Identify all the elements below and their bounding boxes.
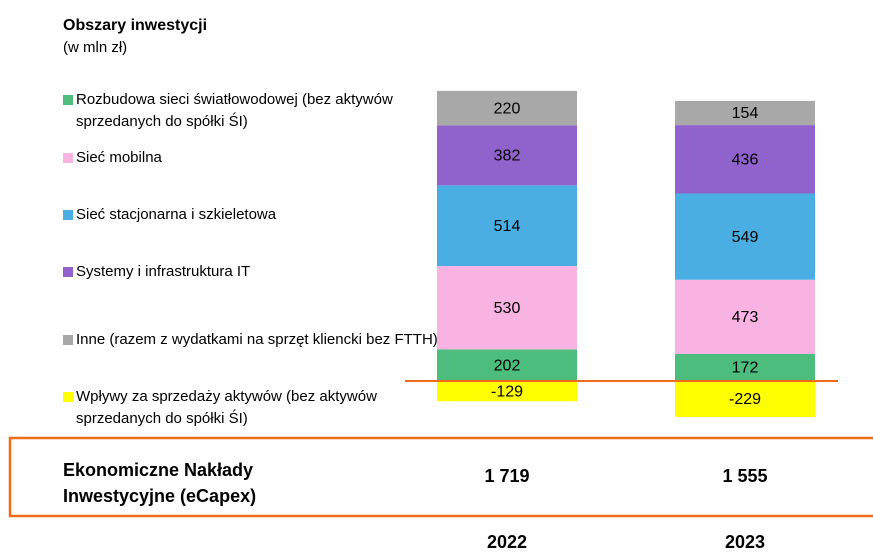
- bar-segment: [675, 125, 815, 194]
- totals-box: [8, 436, 873, 518]
- bar-segment: [675, 193, 815, 280]
- bar-segment: [675, 381, 815, 417]
- chart-subtitle: (w mln zł): [63, 39, 128, 56]
- data-label: 530: [494, 300, 521, 317]
- bar-segment: [437, 266, 577, 350]
- legend-swatch: [63, 153, 73, 163]
- total-value: 1 719: [484, 466, 529, 486]
- legend-label: Wpływy za sprzedaży aktywów (bez aktywów…: [76, 388, 377, 427]
- legend-swatch: [63, 210, 73, 220]
- legend-swatch: [63, 95, 73, 105]
- data-label: -229: [729, 391, 761, 408]
- legend-label: Sieć mobilna: [76, 149, 162, 166]
- data-label: 549: [732, 229, 759, 246]
- bar-segment: [437, 125, 577, 186]
- x-tick-label: 2022: [487, 532, 527, 552]
- legend-label: Systemy i infrastruktura IT: [76, 263, 251, 280]
- data-label: 154: [732, 105, 759, 122]
- data-label: 514: [494, 218, 521, 235]
- data-label: 202: [494, 357, 521, 374]
- legend-swatch: [63, 267, 73, 277]
- totals-label: Ekonomiczne Nakłady Inwestycyjne (eCapex…: [63, 460, 257, 506]
- data-label: 172: [732, 360, 759, 377]
- bar-segment: [675, 353, 815, 381]
- bar-segment: [675, 100, 815, 126]
- legend-label: Inne (razem z wydatkami na sprzęt klienc…: [76, 331, 438, 348]
- legend-label: Rozbudowa sieci światłowodowej (bez akty…: [76, 91, 393, 130]
- x-tick-label: 2023: [725, 532, 765, 552]
- chart-title: Obszary inwestycji: [63, 17, 208, 34]
- data-label: 473: [732, 309, 759, 326]
- bar-segment: [437, 90, 577, 126]
- bar-segment: [675, 279, 815, 354]
- total-value: 1 555: [722, 466, 767, 486]
- data-label: 382: [494, 148, 521, 165]
- legend-swatch: [63, 392, 73, 402]
- data-label: -129: [491, 383, 523, 400]
- data-label: 436: [732, 152, 759, 169]
- legend-swatch: [63, 335, 73, 345]
- data-label: 220: [494, 100, 521, 117]
- legend-label: Sieć stacjonarna i szkieletowa: [76, 206, 277, 223]
- bar-segment: [437, 381, 577, 402]
- bar-segment: [437, 185, 577, 267]
- bar-segment: [437, 349, 577, 381]
